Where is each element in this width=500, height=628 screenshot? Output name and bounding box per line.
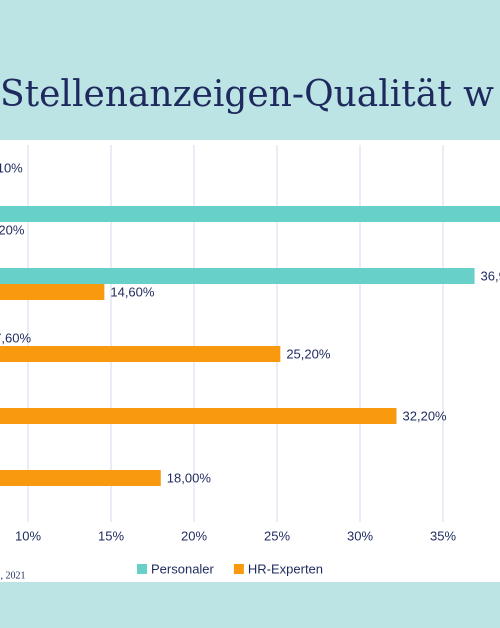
value-label: 7,20% bbox=[0, 222, 25, 237]
legend-swatch bbox=[233, 564, 244, 574]
legend-label: Personaler bbox=[151, 561, 215, 576]
bar bbox=[0, 408, 397, 424]
x-tick-label: 35% bbox=[430, 528, 456, 543]
legend-label: HR-Experten bbox=[248, 561, 323, 576]
header-band bbox=[0, 0, 500, 140]
bar bbox=[0, 268, 475, 284]
x-tick-label: 15% bbox=[98, 528, 124, 543]
legend-swatch bbox=[137, 564, 147, 574]
value-label: 25,20% bbox=[286, 346, 331, 361]
value-label: 7,60% bbox=[0, 330, 31, 345]
footer-band bbox=[0, 582, 500, 628]
bar bbox=[0, 470, 161, 486]
x-tick-label: 30% bbox=[347, 528, 373, 543]
value-label: 32,20% bbox=[403, 408, 448, 423]
chart-title: Stellenanzeigen-Qualität w bbox=[0, 74, 494, 115]
x-tick-label: 20% bbox=[181, 528, 207, 543]
value-label: 36,90% bbox=[481, 268, 500, 283]
x-tick-label: 10% bbox=[15, 528, 41, 543]
value-label: 14,60% bbox=[110, 284, 155, 299]
bar bbox=[0, 346, 281, 362]
bar bbox=[0, 206, 500, 222]
bar bbox=[0, 284, 105, 300]
x-tick-label: 25% bbox=[264, 528, 290, 543]
source: ., 2021 bbox=[0, 570, 26, 581]
value-label: 7,10% bbox=[0, 160, 23, 175]
value-label: 18,00% bbox=[167, 470, 212, 485]
